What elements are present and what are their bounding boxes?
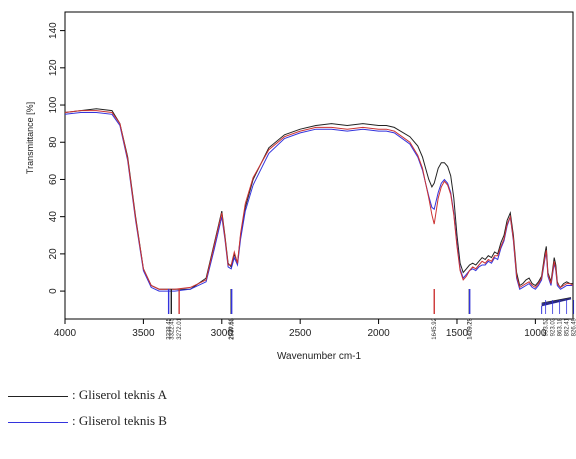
y-tick-label: 140 [48, 22, 59, 39]
legend: : Gliserol teknis A : Gliserol teknis B [8, 384, 308, 436]
peak-label: 1419.29 [468, 317, 474, 339]
peak-label: 2937.58 [230, 317, 236, 339]
peak-label: 3272.01 [177, 317, 183, 339]
spectra [64, 108, 574, 292]
peak-label: 3322.45 [169, 317, 175, 339]
peak-label: 3338.45 [167, 317, 173, 339]
cluster-label: 863.18 [558, 317, 564, 336]
series-line-a [64, 108, 573, 290]
x-tick-label: 2500 [289, 328, 312, 339]
x-axis: 4000 3500 3000 2500 2000 1500 1000 [54, 319, 547, 339]
cluster-label: 993.52 [544, 317, 550, 336]
plot-frame [64, 11, 574, 320]
legend-swatch-a [8, 396, 68, 397]
x-tick-label: 3500 [132, 328, 155, 339]
y-axis-label: Transmittance [%] [25, 102, 35, 174]
peak-label: 1420.73 [467, 317, 473, 339]
series-line-b [64, 112, 573, 292]
cluster-label: 826.49 [572, 317, 576, 336]
cluster-label: 923.03 [551, 317, 557, 336]
y-tick-label: 20 [48, 248, 59, 260]
ftir-chart: 4000 3500 3000 2500 2000 1500 1000 0 20 40 60 80 10… [25, 11, 576, 362]
y-tick-label: 80 [48, 136, 59, 148]
x-tick-label: 1500 [446, 328, 469, 339]
legend-label-b: : Gliserol teknis B [72, 413, 167, 428]
y-tick-label: 100 [48, 96, 59, 113]
x-axis-label: Wavenumber cm-1 [277, 351, 362, 362]
y-tick-label: 60 [48, 173, 59, 185]
x-tick-label: 4000 [54, 328, 77, 339]
legend-label-a: : Gliserol teknis A [72, 387, 167, 402]
peak-label: 2939.63 [229, 317, 235, 339]
y-tick-label: 120 [48, 59, 59, 76]
series-line-c [64, 110, 574, 290]
y-tick-label: 0 [48, 288, 59, 294]
cluster-label: 852.41 [565, 317, 571, 336]
y-axis: 0 20 40 60 80 100 120 140 [48, 22, 65, 294]
y-tick-label: 40 [48, 211, 59, 223]
legend-swatch-b [8, 422, 68, 423]
x-tick-label: 1000 [524, 328, 547, 339]
x-tick-label: 2000 [367, 328, 390, 339]
x-tick-label: 3000 [211, 328, 234, 339]
cluster-marker-line [541, 297, 572, 304]
peak-label: 1645.92 [432, 317, 438, 339]
legend-item-a: : Gliserol teknis A [8, 384, 308, 410]
legend-item-b: : Gliserol teknis B [8, 410, 308, 436]
